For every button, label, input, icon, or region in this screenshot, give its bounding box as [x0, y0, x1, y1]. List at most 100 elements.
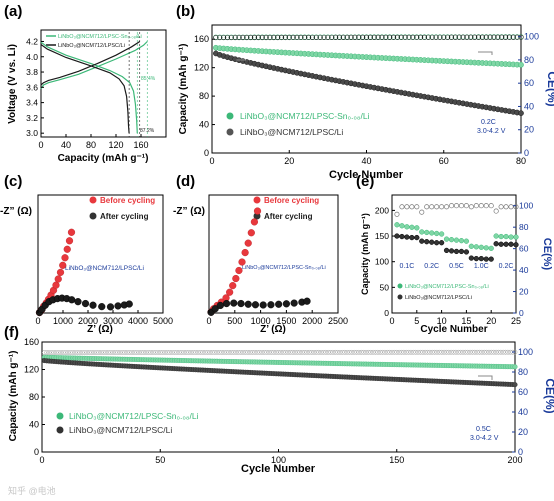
- panel-e: (e) Cycle Number Capacity (mAh g⁻¹) CE(%…: [356, 173, 553, 335]
- ce-point: [406, 349, 411, 355]
- capacity-point: [488, 256, 494, 262]
- capacity-point: [493, 233, 499, 239]
- panel-b-legend-lpsc: LiNbO₃@NCM712/LPSC/Li: [240, 127, 343, 137]
- ce-point: [105, 350, 111, 355]
- ce-point: [235, 350, 241, 355]
- panel-a-frame: [40, 29, 167, 138]
- nyquist-point: [235, 266, 243, 275]
- ce-point: [344, 349, 350, 355]
- nyquist-point: [303, 297, 311, 305]
- panel-a-plot: [40, 32, 148, 137]
- panel-b-xlabel: Cycle Number: [329, 169, 404, 181]
- ce-point: [453, 349, 459, 355]
- ce-point: [238, 350, 244, 355]
- ce-point: [394, 349, 400, 355]
- ce-point: [361, 349, 366, 355]
- panel-a-ticks: 0 40 80 120 160 3.0 3.2 3.4 3.6 3.8 4.0 4.2: [26, 36, 148, 150]
- ce-point: [387, 349, 393, 355]
- ce-point: [96, 350, 102, 355]
- ce-point: [311, 349, 317, 355]
- ce-point: [356, 34, 362, 40]
- ce-point: [278, 349, 284, 355]
- ce-point: [410, 34, 416, 40]
- ce-point: [383, 34, 389, 40]
- ce-point: [340, 349, 345, 355]
- ce-point: [433, 34, 439, 40]
- ce-point: [444, 204, 450, 210]
- ce-point: [392, 349, 397, 355]
- capacity-point: [433, 230, 440, 237]
- ce-point: [347, 349, 352, 355]
- ce-point: [120, 350, 125, 355]
- ce-point: [370, 349, 376, 355]
- y-tick-label: 160: [194, 34, 209, 44]
- x-tick-label: 1000: [251, 316, 271, 326]
- ce-point: [112, 350, 118, 355]
- ce-point: [224, 34, 231, 41]
- capacity-point: [503, 233, 509, 240]
- ce-point: [202, 350, 208, 355]
- legend-marker-lpsc: [226, 128, 234, 136]
- ce-point: [117, 350, 123, 355]
- ce-point: [468, 204, 474, 210]
- capacity-point: [394, 222, 400, 228]
- ce-point: [213, 34, 219, 41]
- capacity-point: [404, 224, 410, 230]
- capacity-point: [498, 233, 504, 240]
- ce-point: [348, 34, 354, 40]
- ce-point: [418, 349, 423, 355]
- ce-point: [155, 350, 161, 355]
- y-tick-label: 200: [375, 205, 389, 215]
- ce-point: [414, 34, 420, 40]
- nyquist-point: [251, 301, 260, 309]
- y2-tick-label: 40: [518, 407, 528, 417]
- capacity-point: [512, 382, 518, 388]
- ce-point: [402, 34, 408, 40]
- ce-point: [167, 350, 173, 355]
- ce-point: [351, 349, 357, 355]
- ce-point: [207, 350, 213, 355]
- ce-point: [292, 349, 298, 355]
- ce-point: [477, 349, 482, 355]
- ce-point: [441, 349, 447, 355]
- ce-point: [368, 349, 374, 355]
- ce-point: [439, 349, 445, 355]
- ce-point: [309, 349, 314, 355]
- ce-point: [455, 349, 461, 355]
- y-tick-label: 3.6: [26, 82, 38, 92]
- ce-point: [503, 349, 508, 355]
- y-tick-label: 0: [34, 447, 39, 457]
- ce-point: [68, 350, 73, 355]
- ce-point: [79, 350, 85, 355]
- ce-point: [506, 34, 513, 40]
- ce-point: [425, 34, 431, 40]
- ce-point: [302, 34, 308, 41]
- ce-point: [323, 349, 329, 355]
- y-tick-label: 3.2: [26, 113, 38, 123]
- ce-point: [396, 349, 402, 355]
- panel-d-legend-after: After cycling: [264, 212, 313, 221]
- ce-point: [505, 349, 511, 355]
- legend-marker-sn: [226, 112, 234, 120]
- x-tick-label: 20: [486, 316, 496, 326]
- ce-point: [280, 349, 286, 355]
- x-tick-label: 40: [61, 140, 71, 150]
- nyquist-point: [247, 229, 255, 237]
- y2-tick-label: 40: [524, 101, 534, 111]
- nyquist-point: [244, 239, 252, 247]
- ce-point: [403, 349, 409, 355]
- ce-point: [209, 350, 215, 355]
- panel-f-plot: [41, 349, 518, 388]
- ce-point: [198, 350, 203, 355]
- ce-point: [228, 350, 234, 355]
- ce-point: [472, 34, 478, 40]
- ce-point: [75, 350, 80, 355]
- ce-point: [448, 349, 454, 355]
- ce-point: [318, 349, 324, 355]
- ce-point: [143, 350, 149, 355]
- ce-point: [305, 34, 312, 41]
- ce-point: [200, 350, 206, 355]
- ce-point: [290, 349, 296, 355]
- y-tick-label: 40: [199, 120, 209, 130]
